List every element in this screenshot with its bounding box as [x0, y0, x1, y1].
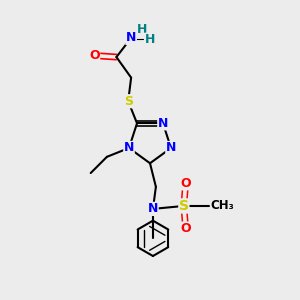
Text: N: N [148, 202, 158, 215]
Text: N: N [158, 117, 168, 130]
Text: S: S [124, 95, 133, 108]
Text: CH₃: CH₃ [210, 200, 234, 212]
Text: H: H [136, 22, 147, 36]
Text: N: N [124, 142, 134, 154]
Text: H: H [144, 33, 155, 46]
Text: S: S [179, 199, 189, 213]
Text: O: O [180, 222, 190, 235]
Text: N: N [166, 142, 176, 154]
Text: N: N [126, 32, 136, 44]
Text: O: O [89, 49, 100, 62]
Text: O: O [180, 177, 190, 190]
